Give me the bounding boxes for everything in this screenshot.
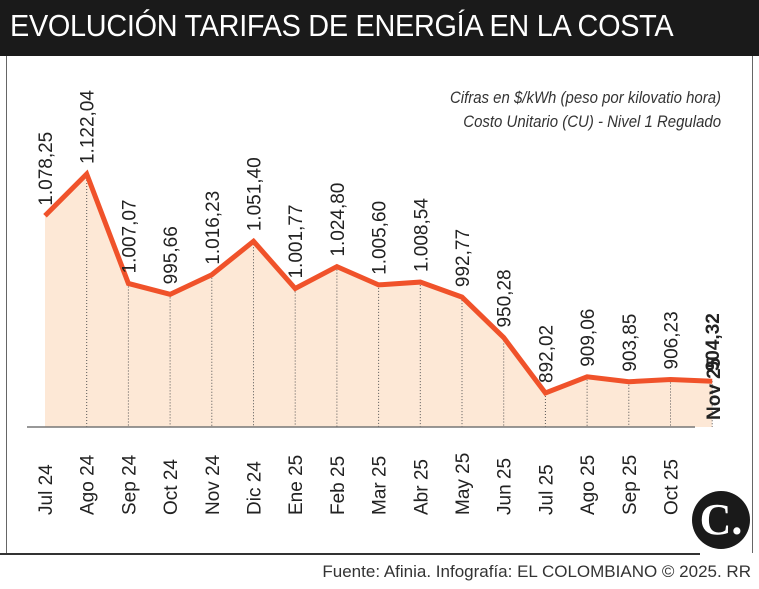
chart-notes: Cifras en $/kWh (peso por kilovatio hora…: [450, 86, 721, 134]
data-label: 950,28: [495, 269, 516, 327]
x-tick-label: Jul 24: [36, 464, 57, 515]
data-label: 992,77: [453, 229, 474, 287]
data-label: 892,02: [536, 325, 557, 383]
x-tick-label: Jun 25: [495, 458, 516, 515]
x-tick-label: Sep 24: [119, 454, 140, 515]
cost-note: Costo Unitario (CU) - Nivel 1 Regulado: [463, 112, 721, 131]
data-label: 1.001,77: [286, 205, 307, 279]
data-label: 1.016,23: [203, 191, 224, 265]
data-label: 1.008,54: [411, 198, 432, 272]
data-label: 903,85: [620, 314, 641, 372]
data-label: 1.024,80: [328, 183, 349, 257]
x-tick-label: Oct 25: [662, 459, 683, 515]
data-label: 1.078,25: [36, 132, 57, 206]
x-tick-label: Feb 25: [328, 456, 349, 515]
data-label: 1.005,60: [370, 201, 391, 275]
x-tick-label: Oct 24: [161, 459, 182, 515]
x-tick-label: Nov 25: [704, 357, 725, 420]
x-tick-label: Mar 25: [370, 456, 391, 515]
units-note: Cifras en $/kWh (peso por kilovatio hora…: [449, 88, 721, 107]
x-tick-label: Nov 24: [203, 454, 224, 515]
x-tick-label: May 25: [453, 453, 474, 515]
x-tick-label: Sep 25: [620, 455, 641, 515]
divider: [0, 553, 700, 555]
x-tick-label: Abr 25: [411, 459, 432, 515]
data-label: 906,23: [662, 311, 683, 369]
data-label: 909,06: [578, 309, 599, 367]
el-colombiano-logo: C.: [692, 491, 750, 549]
source-text: Fuente: Afinia. Infografía: EL COLOMBIAN…: [322, 562, 751, 581]
x-tick-label: Ene 25: [286, 455, 307, 515]
data-label: 1.007,07: [119, 200, 140, 274]
chart-title: EVOLUCIÓN TARIFAS DE ENERGÍA EN LA COSTA: [10, 8, 674, 43]
x-tick-label: Ago 24: [78, 454, 99, 515]
x-tick-label: Ago 25: [578, 455, 599, 515]
data-label: 1.122,04: [78, 90, 99, 164]
title-bar: EVOLUCIÓN TARIFAS DE ENERGÍA EN LA COSTA: [0, 0, 759, 56]
x-tick-label: Dic 24: [245, 461, 266, 515]
chart-frame: [6, 56, 753, 553]
data-label: 904,32: [703, 313, 724, 371]
data-label: 1.051,40: [245, 157, 266, 231]
x-tick-label: Jul 25: [536, 464, 557, 515]
series-line: [43, 169, 713, 397]
data-label: 995,66: [161, 226, 182, 284]
